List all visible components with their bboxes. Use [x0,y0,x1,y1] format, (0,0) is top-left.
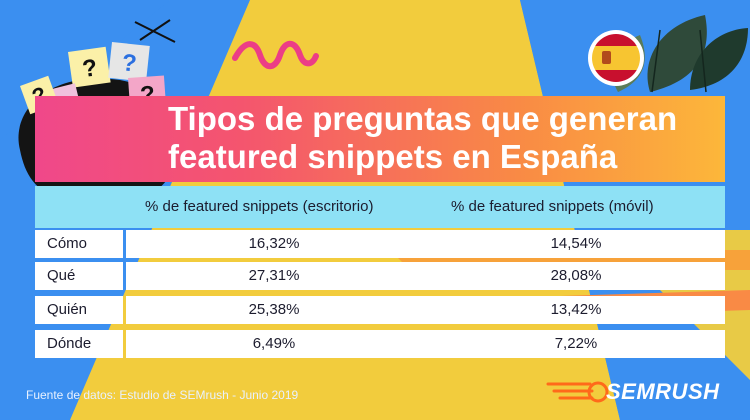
data-source-note: Fuente de datos: Estudio de SEMrush - Ju… [26,388,299,402]
row-label: Cómo [35,230,123,258]
desktop-value: 27,31% [248,267,300,284]
header-mobile: % de featured snippets (móvil) [451,198,654,215]
desktop-value-cell: 6,49% [126,330,454,358]
spain-flag-icon [588,30,644,86]
row-label: Dónde [35,330,123,358]
desktop-value-cell: 27,31% [126,262,454,290]
desktop-value: 16,32% [248,235,300,252]
mobile-value-cell: 7,22% [427,330,725,358]
header-desktop: % de featured snippets (escritorio) [145,198,374,215]
table-row: Dónde 6,49% 7,22% [35,330,725,358]
mobile-value: 7,22% [554,335,598,352]
desktop-value-cell: 16,32% [126,230,454,258]
table-header-row: % de featured snippets (escritorio) % de… [35,186,725,228]
title-line-2: featured snippets en España [168,138,618,175]
mobile-value-cell: 28,08% [427,262,725,290]
title-band [35,96,725,182]
page-title: Tipos de preguntas que generan featured … [168,100,708,176]
row-label: Quién [35,296,123,324]
mobile-value-cell: 13,42% [427,296,725,324]
svg-text:?: ? [120,49,137,77]
svg-text:?: ? [81,54,99,83]
table-row: Cómo 16,32% 14,54% [35,230,725,258]
leaf-veins [651,29,707,93]
pink-squiggle [232,40,319,70]
desktop-value: 25,38% [248,301,300,318]
table-row: Quién 25,38% 13,42% [35,296,725,324]
sketch-lines [134,19,176,43]
mobile-value: 28,08% [550,267,602,284]
mobile-value-cell: 14,54% [427,230,725,258]
desktop-value: 6,49% [252,335,296,352]
desktop-value-cell: 25,38% [126,296,454,324]
row-label: Qué [35,262,123,290]
leaf-1-icon [647,15,707,92]
title-line-1: Tipos de preguntas que generan [168,100,678,137]
mobile-value: 13,42% [550,301,602,318]
mobile-value: 14,54% [550,235,602,252]
table-row: Qué 27,31% 28,08% [35,262,725,290]
brand-name: SEMRUSH [606,379,720,404]
